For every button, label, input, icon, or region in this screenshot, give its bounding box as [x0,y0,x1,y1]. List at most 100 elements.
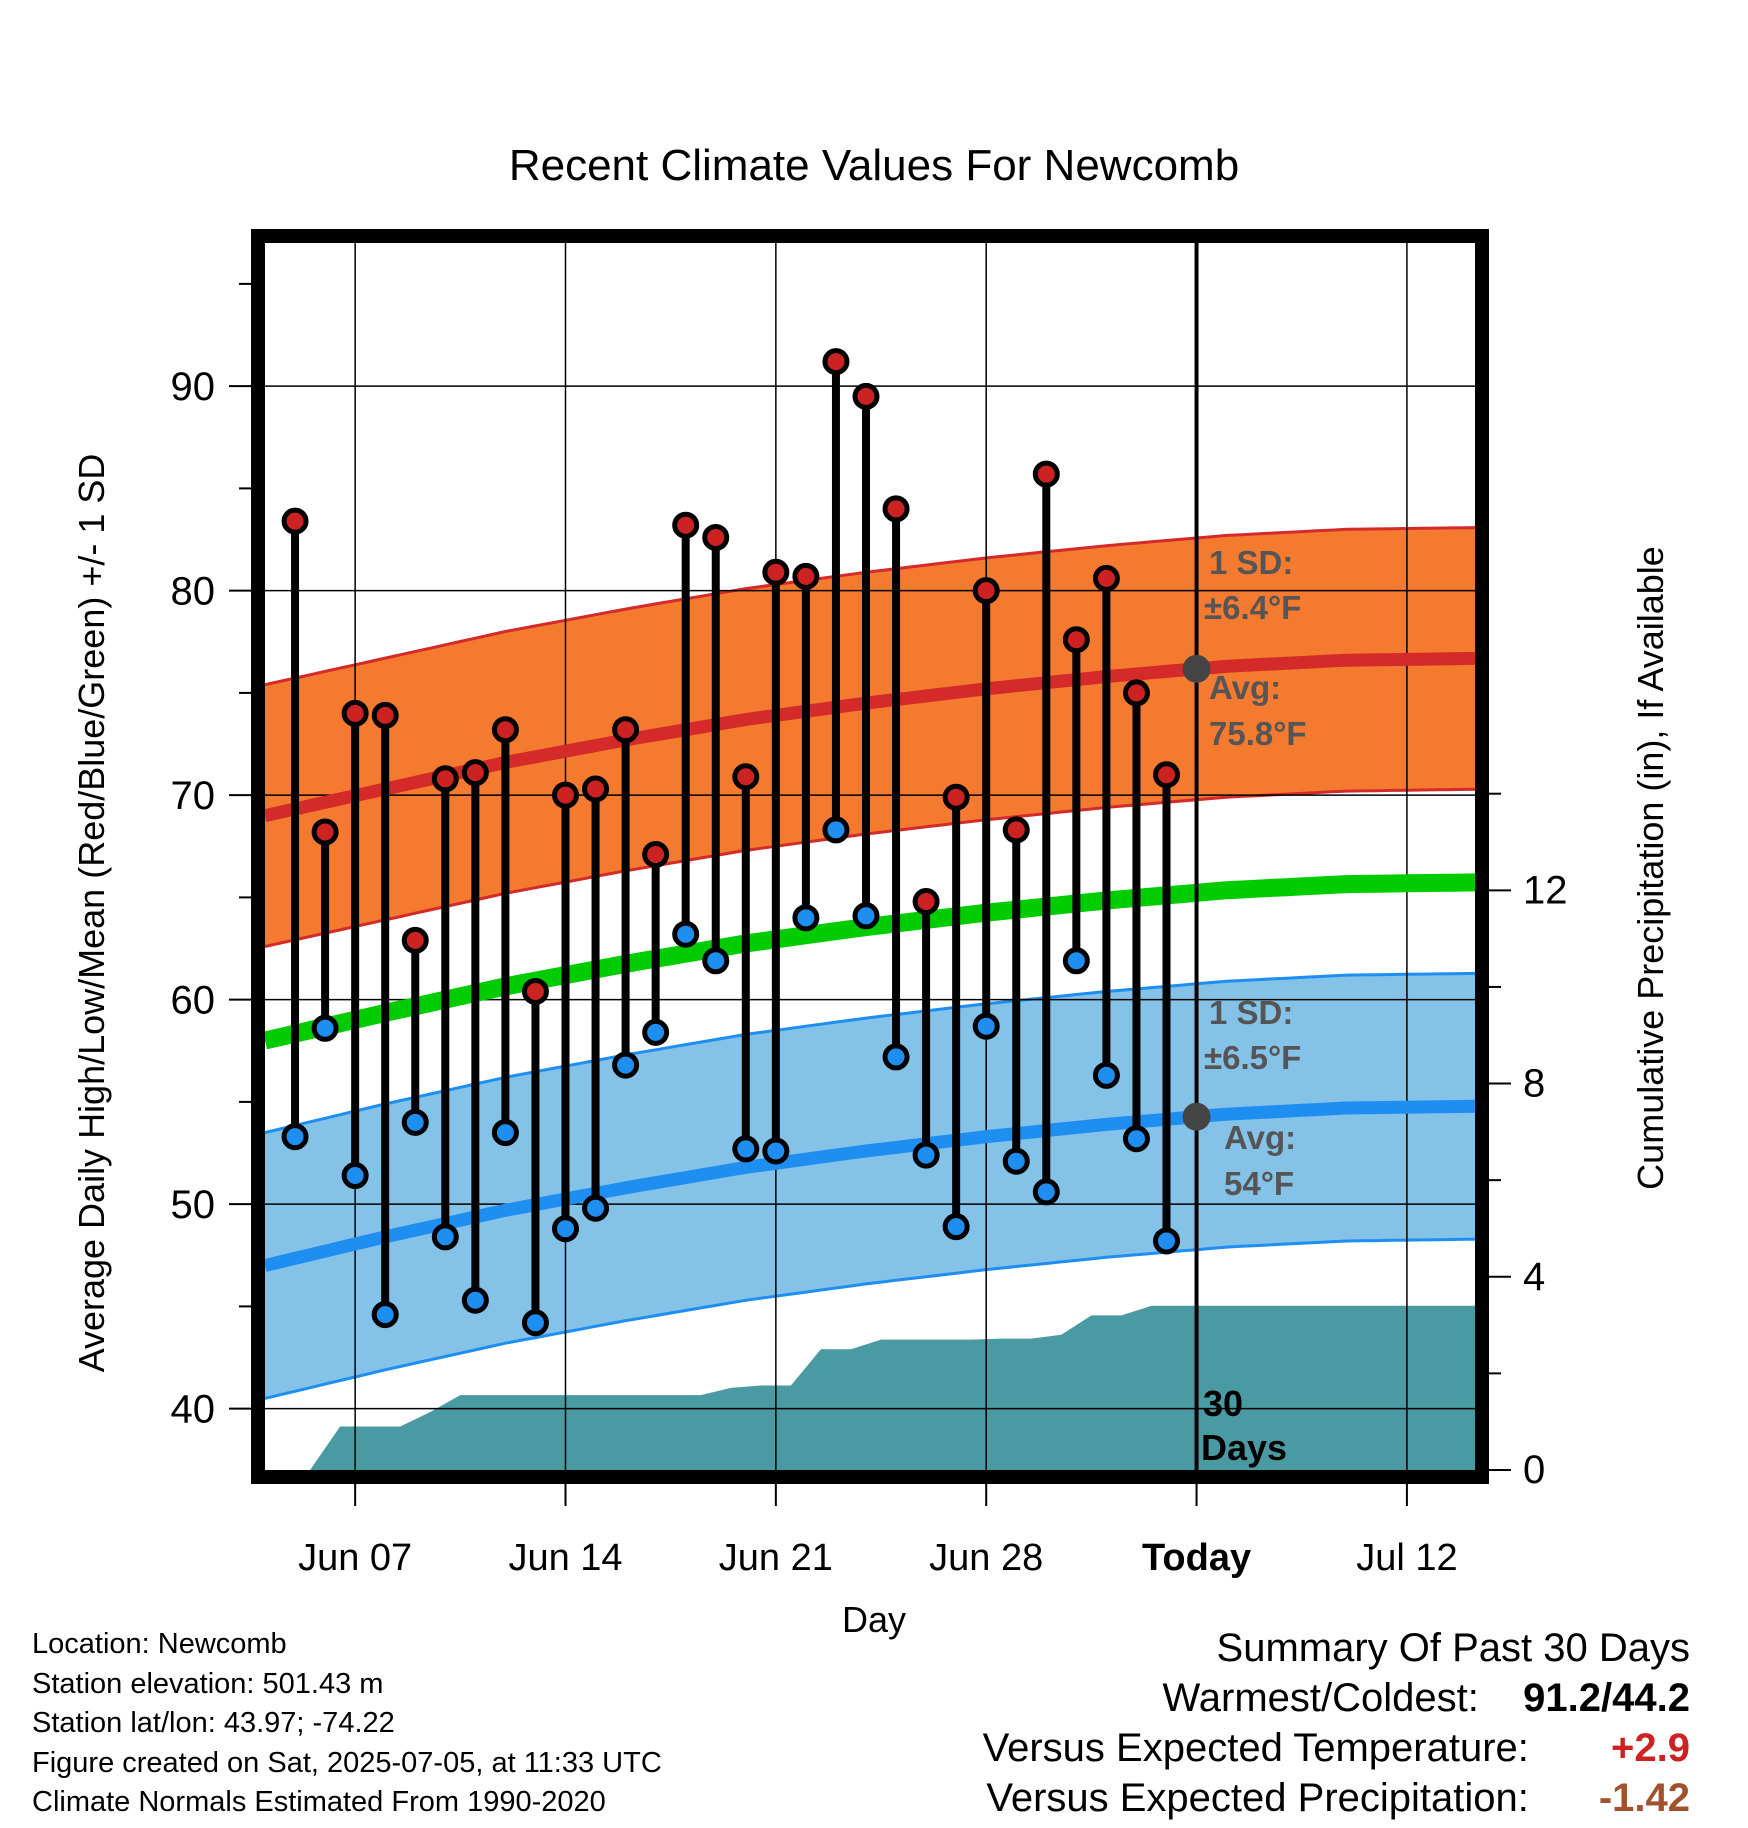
daily-high-point [491,716,519,744]
y-axis-label-left: Average Daily High/Low/Mean (Red/Blue/Gr… [71,454,112,1373]
daily-low-point [762,1137,790,1165]
low-avg-value: 54°F [1224,1165,1294,1202]
daily-high-point [431,765,459,793]
chart-title: Recent Climate Values For Newcomb [509,141,1239,190]
daily-low-point [672,920,700,948]
daily-low-point [852,902,880,930]
daily-high-point [1062,626,1090,654]
daily-high-point [612,716,640,744]
daily-low-point [461,1286,489,1314]
daily-low-point [792,904,820,932]
x-tick-label: Jun 14 [508,1537,622,1579]
daily-low-point [1002,1147,1030,1175]
daily-high-point [461,759,489,787]
daily-low-point [1122,1125,1150,1153]
normals-text: Climate Normals Estimated From 1990-2020 [32,1786,606,1818]
low-normal-line [265,1099,1475,1272]
high-band-lower-edge [265,787,1475,948]
daily-high-point [281,507,309,535]
daily-high-point [1092,564,1120,592]
y-right-tick-label: 12 [1523,868,1568,912]
high-sd-value: ±6.4°F [1204,589,1301,626]
summary-panel: Summary Of Past 30 Days Warmest/Coldest:… [983,1623,1690,1823]
high-avg-today-dot [1182,654,1211,683]
x-tick-label: Jul 12 [1356,1537,1457,1579]
x-tick-label: Jun 21 [719,1537,833,1579]
summary-heading: Summary Of Past 30 Days [1216,1626,1690,1670]
x-tick-label: Today [1142,1537,1251,1579]
y-left-tick-label: 90 [171,365,216,409]
station-info: Location: Newcomb Station elevation: 501… [32,1625,662,1823]
latlon-text: Station lat/lon: 43.97; -74.22 [32,1707,395,1739]
created-text: Figure created on Sat, 2025-07-05, at 11… [32,1746,662,1779]
daily-high-point [1032,460,1060,488]
daily-high-point [792,562,820,590]
low-band-upper-edge [265,971,1475,1135]
y-left-tick-label: 50 [171,1183,216,1227]
low-avg-today-dot [1182,1102,1211,1131]
x-axis-label: Day [842,1599,906,1640]
daily-high-point [371,701,399,729]
high-avg-value: 75.8°F [1209,715,1307,752]
daily-low-point [702,947,730,975]
daily-high-point [942,783,970,811]
y-left-tick-label: 60 [171,979,216,1023]
x-tick-label: Jun 28 [929,1537,1043,1579]
daily-low-point [582,1194,610,1222]
y-axis-label-right: Cumulative Precipitation (in), If Availa… [1630,546,1671,1190]
daily-high-point [552,781,579,809]
daily-high-point [912,887,940,915]
daily-high-point [582,775,610,803]
temp-row: Versus Expected Temperature: +2.9 [983,1723,1690,1773]
warm-cold-value: 91.2/44.2 [1523,1676,1690,1720]
low-avg-label: Avg: [1224,1119,1296,1156]
daily-high-point [311,818,339,846]
daily-low-point [281,1123,309,1151]
daily-low-point [1092,1061,1120,1089]
low-band-lower-edge [265,1237,1475,1400]
plot-frame [251,229,1489,1484]
temp-label: Versus Expected Temperature: [982,1726,1529,1770]
high-sd-label: 1 SD: [1209,544,1293,581]
plot-area: 40 50 60 70 80 90 0 4 8 12 Jun 07 Jun 14 Jun 21 Jun 2… [171,229,1568,1579]
daily-high-point [1153,761,1180,789]
daily-low-point [401,1108,429,1136]
y-left-tick-label: 80 [171,570,216,614]
daily-high-point [882,495,910,523]
daily-low-point [882,1043,910,1071]
plot-annotations: 1 SD: ±6.4°F Avg: 75.8°F 1 SD: ±6.5°F Av… [1201,544,1307,1468]
y-right-tick-label: 8 [1523,1062,1545,1106]
precip-label: Versus Expected Precipitation: [986,1776,1529,1820]
daily-low-point [491,1119,519,1147]
daily-low-point [371,1301,399,1329]
precip-value: -1.42 [1598,1776,1690,1820]
daily-high-point [822,348,850,376]
daily-low-point [822,816,850,844]
location-text: Location: Newcomb [32,1628,287,1660]
daily-low-point [612,1051,640,1079]
days-label-number: 30 [1203,1383,1243,1424]
daily-low-point [1153,1227,1180,1255]
daily-high-point [762,558,790,586]
mean-normal-line [265,873,1475,1050]
daily-high-point [1122,679,1150,707]
y-left-tick-label: 40 [171,1388,216,1432]
warm-cold-row: Warmest/Coldest: 91.2/44.2 [983,1673,1691,1723]
daily-low-point [942,1213,970,1241]
y-left-tick-label: 70 [171,774,216,818]
low-sd-label: 1 SD: [1209,994,1293,1031]
daily-high-point [341,699,369,727]
daily-high-point [1002,816,1030,844]
y-right-tick-label: 0 [1523,1448,1545,1492]
daily-high-point [642,840,670,868]
daily-low-point [912,1141,940,1169]
high-band-upper-edge [265,526,1475,687]
daily-low-point [1032,1178,1060,1206]
high-avg-label: Avg: [1209,669,1281,706]
daily-low-point [552,1215,579,1243]
daily-high-point [521,977,549,1005]
daily-high-point [702,523,730,551]
daily-low-point [642,1018,670,1046]
precip-row: Versus Expected Precipitation: -1.42 [983,1773,1690,1823]
